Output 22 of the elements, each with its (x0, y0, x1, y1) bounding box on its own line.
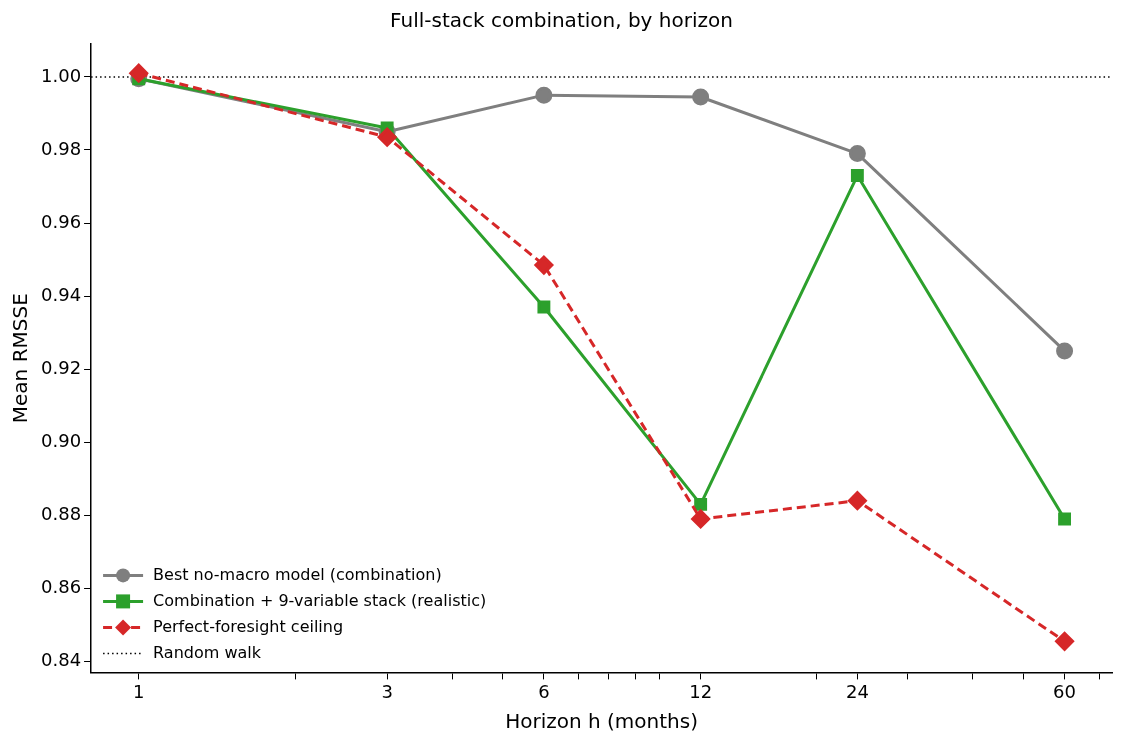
legend-label: Combination + 9-variable stack (realistic) (153, 590, 487, 610)
y-axis-title: Mean RMSSE (8, 293, 33, 424)
x-tick-label: 60 (1053, 680, 1077, 702)
y-tick-label: 0.90 (41, 429, 82, 451)
x-tick-label: 6 (538, 680, 550, 702)
y-tick-label: 0.84 (41, 649, 82, 671)
y-tick-label: 1.00 (41, 64, 82, 86)
chart-title: Full-stack combination, by horizon (390, 8, 733, 33)
legend-label: Random walk (153, 642, 262, 662)
y-tick-label: 0.94 (41, 283, 82, 305)
legend-label: Perfect-foresight ceiling (153, 616, 344, 636)
x-tick-label: 24 (845, 680, 869, 702)
x-tick-label: 1 (133, 680, 145, 702)
y-tick-label: 0.92 (41, 356, 82, 378)
x-tick-label: 3 (381, 680, 393, 702)
x-axis-title: Horizon h (months) (505, 709, 698, 734)
legend-label: Best no-macro model (combination) (153, 564, 442, 584)
x-tick-label: 12 (689, 680, 713, 702)
y-tick-label: 0.96 (41, 210, 82, 232)
y-tick-label: 0.98 (41, 137, 82, 159)
y-tick-label: 0.88 (41, 502, 82, 524)
y-tick-label: 0.86 (41, 576, 82, 598)
